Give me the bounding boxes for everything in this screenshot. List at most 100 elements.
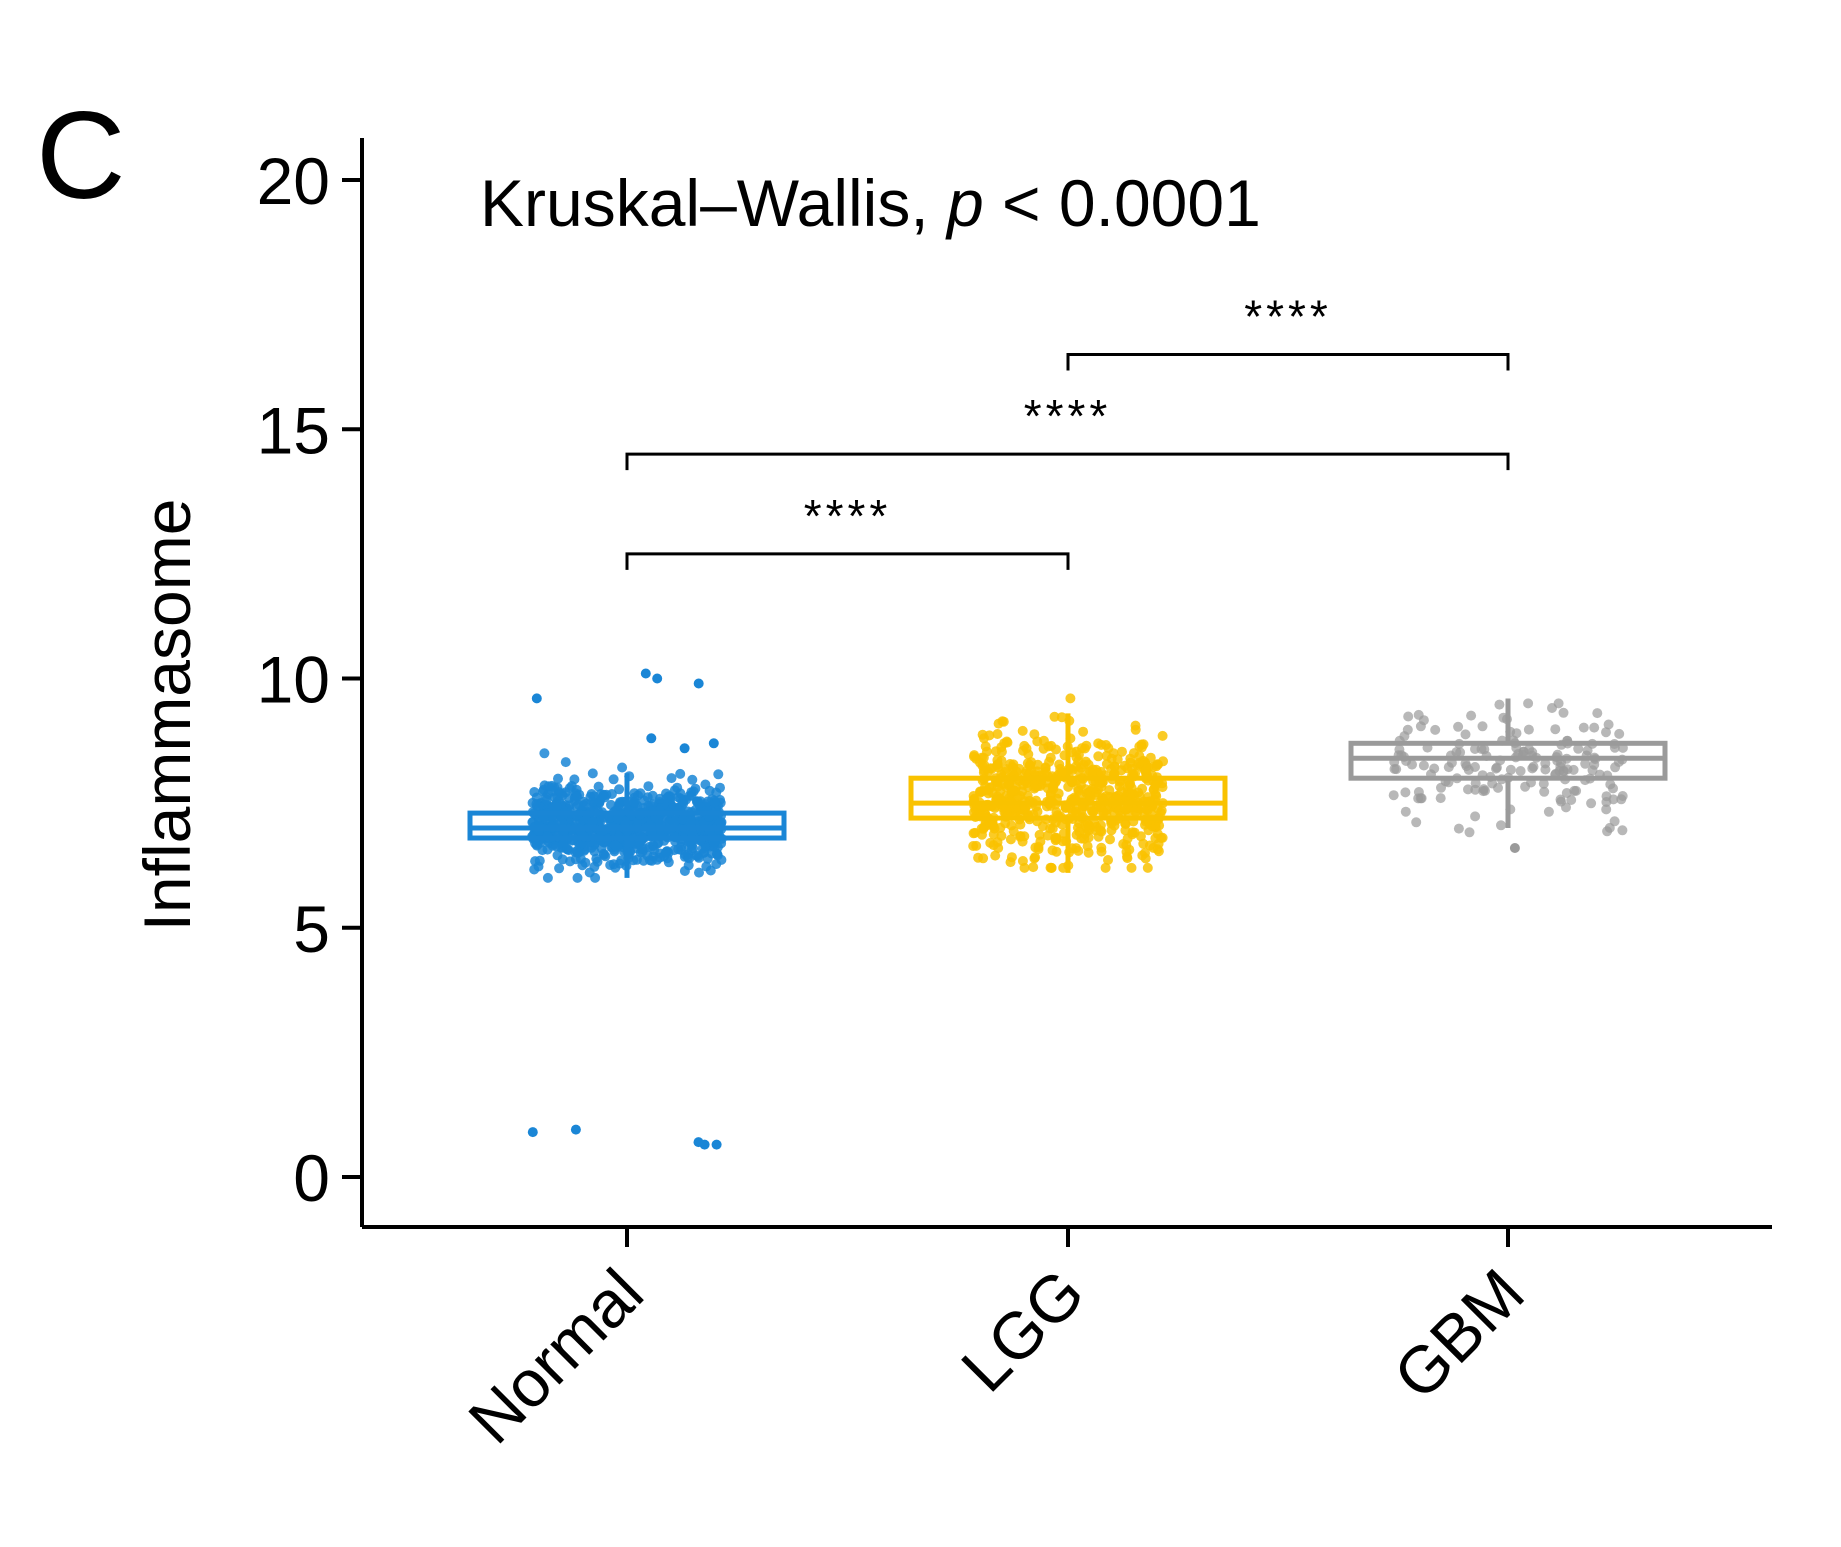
data-point: [1470, 762, 1480, 772]
x-tick-label: LGG: [947, 1255, 1098, 1406]
data-point: [1096, 766, 1107, 777]
data-point: [1134, 741, 1145, 752]
data-point: [1157, 782, 1168, 793]
data-point: [969, 750, 980, 761]
outlier-point: [711, 1139, 722, 1150]
data-point: [1120, 819, 1131, 830]
data-point: [1601, 797, 1612, 807]
data-point: [1453, 721, 1464, 732]
data-point: [1589, 759, 1600, 770]
data-point: [1561, 802, 1571, 813]
data-point: [557, 854, 568, 865]
data-point: [1046, 862, 1057, 873]
data-point: [1017, 856, 1028, 866]
data-point: [1388, 790, 1399, 801]
data-point: [556, 788, 567, 799]
data-point: [1079, 833, 1090, 844]
data-point: [1435, 793, 1446, 804]
data-point: [1568, 764, 1579, 775]
data-point: [1117, 746, 1127, 757]
data-point: [1491, 763, 1501, 774]
data-point: [1101, 740, 1111, 750]
data-point: [1083, 847, 1094, 858]
box-iqr: [908, 775, 1228, 821]
data-point: [1451, 747, 1462, 758]
data-point: [1479, 744, 1490, 755]
data-point: [1073, 845, 1084, 856]
data-point: [587, 817, 598, 827]
data-point: [1073, 756, 1084, 767]
data-point: [1126, 862, 1137, 873]
test-name: Kruskal–Wallis,: [480, 166, 947, 240]
data-point: [1154, 820, 1165, 831]
data-point: [1090, 790, 1101, 800]
data-point: [612, 813, 623, 824]
data-point: [1453, 823, 1464, 834]
bracket-line: [625, 452, 1510, 471]
data-point: [1105, 834, 1115, 845]
significance-label: ****: [1244, 290, 1332, 342]
data-point: [1617, 825, 1628, 836]
data-point: [978, 853, 989, 864]
data-point: [1051, 744, 1061, 755]
data-point: [669, 785, 680, 796]
data-point: [686, 787, 697, 798]
data-point: [1592, 708, 1603, 719]
data-point: [572, 791, 582, 802]
data-point: [971, 840, 982, 851]
data-point: [1083, 759, 1094, 770]
data-point: [1053, 788, 1064, 799]
data-point: [988, 840, 999, 851]
data-point: [542, 872, 553, 883]
data-point: [699, 847, 710, 858]
data-point: [652, 854, 663, 865]
data-point: [1090, 825, 1101, 836]
data-point: [1007, 763, 1018, 773]
data-point: [1496, 820, 1506, 831]
data-point: [694, 867, 704, 878]
data-point: [1028, 862, 1039, 873]
y-tick-label: 0: [293, 1141, 330, 1215]
y-axis: 0 5 10 15 20: [257, 138, 364, 1227]
data-point: [1578, 722, 1589, 733]
data-point: [1019, 740, 1030, 751]
data-point: [1056, 712, 1067, 723]
data-point: [1122, 833, 1133, 844]
p-symbol: p: [945, 166, 984, 240]
data-point: [980, 781, 991, 792]
data-point: [1126, 783, 1137, 793]
data-point: [1001, 782, 1011, 792]
data-point: [1078, 726, 1089, 737]
data-point: [1051, 846, 1062, 857]
data-point: [589, 861, 600, 872]
data-point: [547, 786, 558, 796]
data-point: [1029, 729, 1040, 740]
data-point: [572, 872, 583, 883]
data-point: [1047, 782, 1058, 792]
data-point: [1550, 724, 1561, 735]
data-point: [1528, 761, 1539, 772]
data-point: [1100, 862, 1111, 873]
data-point: [977, 760, 988, 771]
data-point: [1152, 828, 1163, 839]
outlier-point: [679, 743, 690, 754]
outlier-point: [640, 668, 651, 679]
data-point: [1463, 784, 1473, 795]
data-point: [677, 796, 688, 807]
data-point: [1601, 804, 1612, 815]
data-point: [1026, 765, 1037, 776]
data-point: [554, 863, 565, 874]
data-point: [1540, 758, 1551, 769]
data-point: [1586, 798, 1597, 809]
data-point: [1460, 729, 1471, 740]
p-value: < 0.0001: [984, 166, 1261, 240]
data-point: [1605, 779, 1616, 790]
data-point: [1558, 707, 1569, 718]
significance-brackets: **** **** ****: [625, 290, 1510, 570]
y-tick-label: 10: [257, 643, 330, 717]
data-point: [684, 853, 695, 864]
data-point: [716, 838, 727, 849]
data-point: [702, 796, 713, 807]
data-point: [614, 784, 625, 795]
